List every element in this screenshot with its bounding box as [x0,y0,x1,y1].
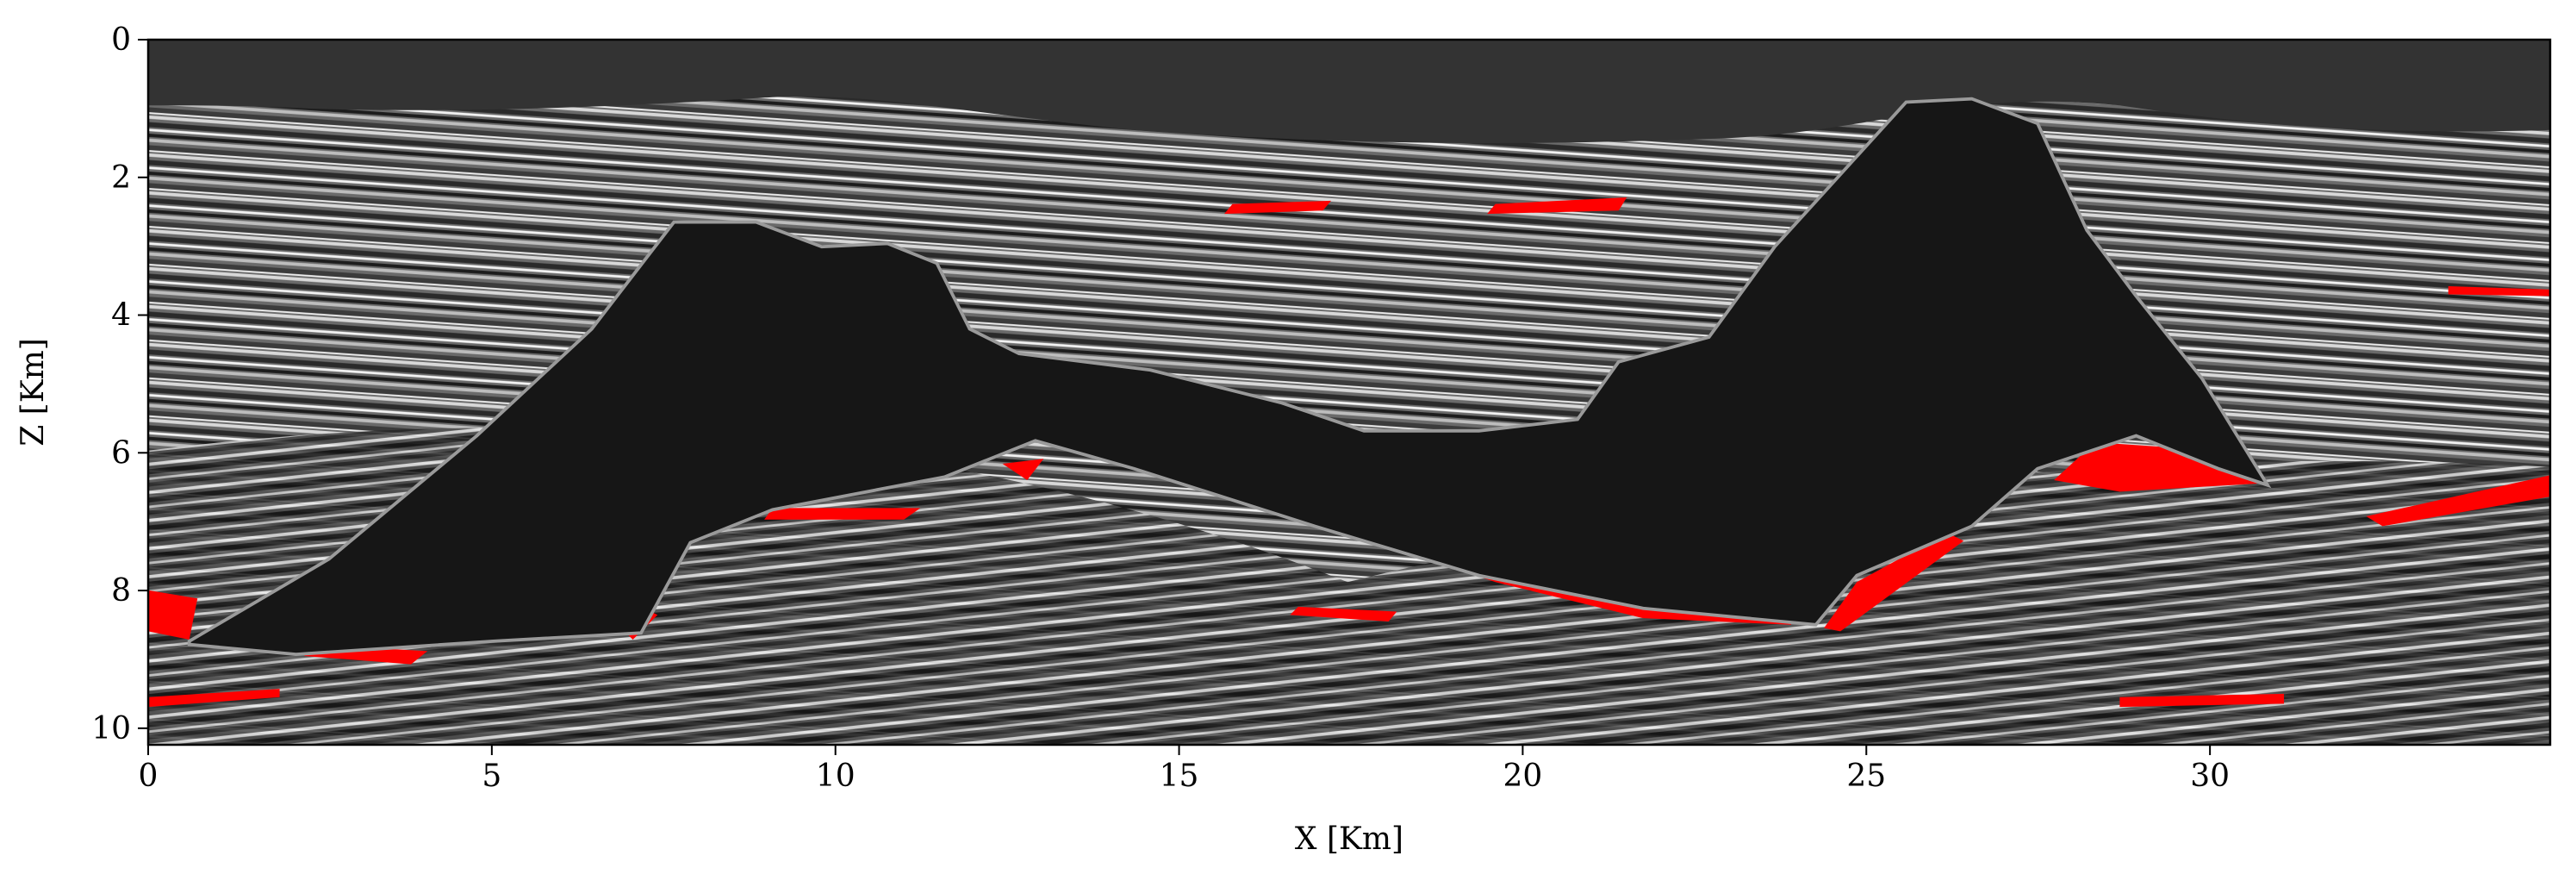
y-tick-label: 4 [111,298,131,334]
x-tick-label: 15 [1160,759,1199,794]
seismic-image [148,40,2550,745]
x-tick-label: 20 [1503,759,1543,794]
x-tick-label: 25 [1846,759,1886,794]
x-tick-label: 30 [2190,759,2230,794]
y-tick-label: 6 [111,435,131,471]
x-axis-label: X [Km] [1295,821,1403,857]
y-tick-label: 2 [111,160,131,196]
y-tick-label: 8 [111,573,131,609]
x-tick-label: 5 [482,759,501,794]
plot-frame [146,38,2552,746]
x-tick-label: 0 [139,759,159,794]
y-tick-label: 0 [111,22,131,58]
y-axis-label: Z [Km] [16,338,51,447]
y-tick-label: 10 [91,711,131,746]
x-tick-label: 10 [816,759,856,794]
